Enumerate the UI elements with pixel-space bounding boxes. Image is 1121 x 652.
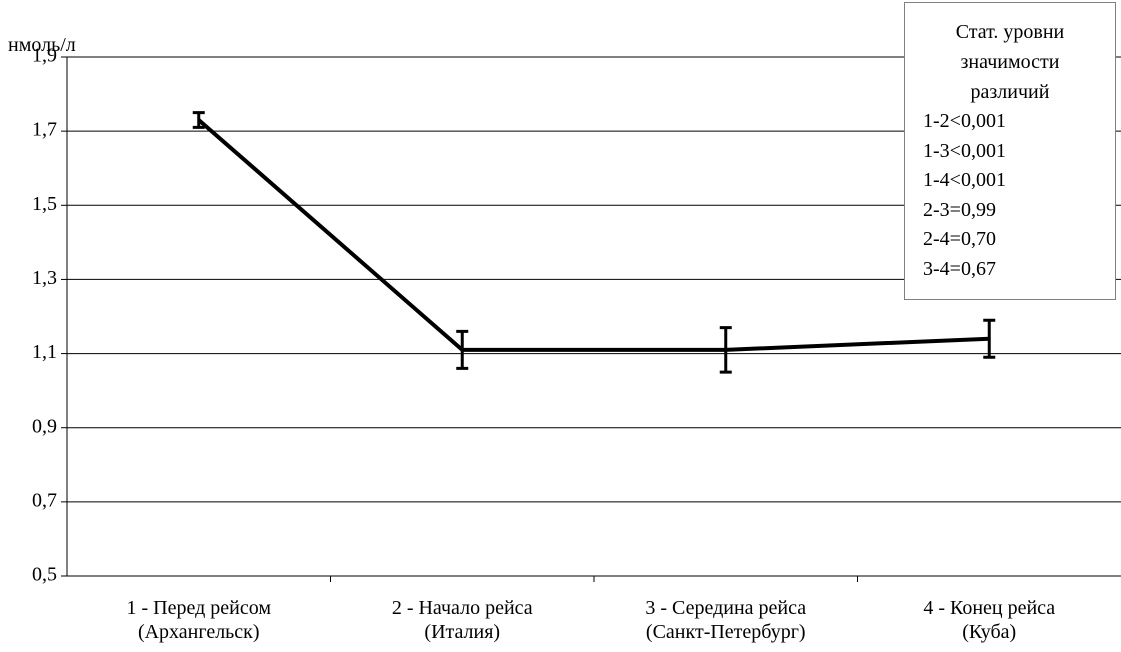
annotation-item: 1-2<0,001 [923,110,1006,132]
error-bar [983,318,996,359]
annotation-item: 3-4=0,67 [923,257,996,280]
y-tick-label: 1,7 [32,119,57,141]
error-bar [456,329,469,370]
y-tick-label: 1,3 [32,267,57,289]
y-axis-label: нмоль/л [8,34,76,56]
error-bar [192,111,205,129]
x-tick-label: 1 - Перед рейсом (Архангельск) [126,597,271,643]
annotation-item: 2-4=0,70 [923,228,996,250]
annotation-item: 2-3=0,99 [923,198,996,221]
x-tick-label: 3 - Середина рейса (Санкт-Петербург) [645,597,807,643]
y-tick-label: 0,5 [32,564,57,586]
data-line [197,118,990,352]
x-tick-label: 4 - Конец рейса (Куба) [923,597,1056,643]
annotation-title: Стат. уровни значимости различий [955,21,1065,103]
annotation-item: 1-3<0,001 [923,139,1006,162]
y-tick-label: 1,5 [32,193,57,215]
annotation-box: Стат. уровни значимости различий 1-2<0,0… [904,2,1116,300]
annotation-item: 1-4<0,001 [923,169,1006,191]
y-tick-label: 0,9 [32,415,57,437]
y-tick-label: 1,1 [32,341,57,363]
error-bar [719,326,732,374]
y-tick-label: 1,9 [32,45,57,67]
x-tick-label: 2 - Начало рейса (Италия) [391,597,533,643]
y-tick-label: 0,7 [32,489,57,511]
